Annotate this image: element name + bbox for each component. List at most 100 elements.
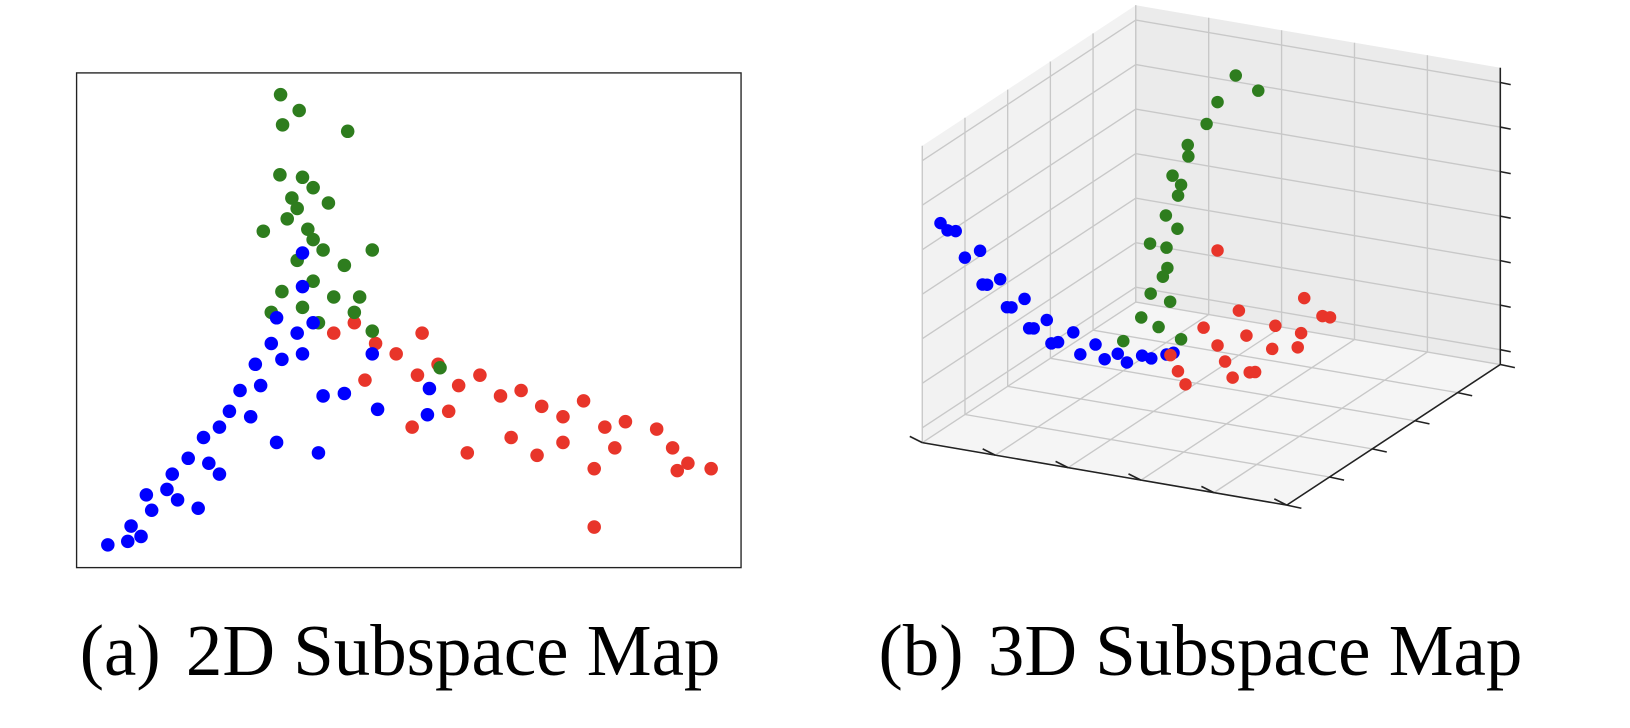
point: [1022, 322, 1036, 335]
point: [405, 420, 419, 434]
caption-title: 3D Subspace Map: [988, 610, 1522, 691]
point: [389, 347, 403, 361]
point: [1294, 326, 1308, 340]
point: [273, 87, 288, 102]
point: [618, 414, 633, 429]
tick-mark: [1329, 476, 1345, 481]
grid-line: [1140, 338, 1355, 481]
point: [1160, 241, 1173, 254]
point: [273, 168, 287, 182]
point: [1211, 95, 1224, 109]
grid-line: [994, 313, 1210, 456]
point: [1240, 329, 1253, 342]
point: [1098, 352, 1111, 366]
point: [170, 493, 185, 507]
point: [212, 467, 227, 481]
point: [326, 326, 341, 340]
point: [433, 360, 447, 375]
point: [295, 347, 310, 361]
point: [493, 389, 508, 403]
point: [420, 407, 435, 422]
point: [233, 383, 247, 398]
point: [301, 222, 315, 237]
point: [649, 422, 664, 436]
tick-mark: [1500, 259, 1511, 264]
point: [256, 224, 271, 238]
point: [212, 420, 227, 434]
point: [1174, 178, 1188, 192]
point: [275, 284, 289, 299]
grid-line: [1135, 152, 1501, 217]
point: [941, 224, 954, 237]
tick-mark: [1500, 81, 1511, 86]
point: [280, 212, 294, 226]
point: [1179, 378, 1192, 391]
point: [1218, 355, 1232, 368]
point: [306, 180, 320, 195]
caption-label: (b): [879, 610, 964, 691]
grid-line: [921, 153, 1137, 295]
point: [1297, 291, 1311, 305]
point: [1156, 270, 1170, 283]
point: [1144, 287, 1157, 300]
point: [1171, 189, 1185, 202]
point: [365, 243, 380, 257]
point: [191, 501, 205, 516]
tick-mark: [1500, 126, 1511, 130]
point: [441, 404, 456, 419]
grid-line: [921, 64, 1137, 206]
point: [1134, 311, 1148, 324]
point: [534, 399, 549, 414]
point: [326, 290, 341, 304]
point: [352, 290, 367, 304]
tick-mark: [1273, 498, 1288, 506]
point: [337, 258, 352, 273]
point: [1200, 117, 1213, 131]
point: [144, 503, 159, 517]
point: [139, 488, 154, 502]
point: [1120, 356, 1134, 369]
tick-mark: [1500, 348, 1511, 353]
point: [120, 534, 135, 549]
point: [1291, 341, 1304, 354]
point: [347, 315, 362, 330]
grid-line: [921, 242, 1137, 384]
point: [337, 386, 352, 401]
point: [292, 103, 306, 118]
point: [504, 430, 518, 445]
grid-line: [921, 197, 1137, 340]
grid-line: [921, 286, 1137, 429]
pane: [922, 302, 1501, 506]
point: [306, 274, 320, 288]
tick-mark: [1414, 419, 1430, 425]
point: [165, 467, 180, 481]
point: [248, 357, 263, 372]
point: [598, 420, 612, 434]
grid-line: [1135, 19, 1501, 84]
point: [290, 326, 304, 340]
point: [134, 529, 148, 544]
point: [181, 451, 195, 466]
point: [311, 446, 326, 460]
point: [1166, 169, 1179, 182]
point: [670, 463, 685, 478]
point: [530, 448, 544, 463]
point: [973, 244, 987, 258]
point: [576, 394, 591, 408]
point: [976, 278, 989, 291]
grid-line: [1213, 351, 1428, 494]
tick-mark: [1500, 363, 1516, 369]
point: [1089, 338, 1102, 351]
grid-line: [1067, 326, 1282, 469]
grid-line: [964, 413, 1330, 478]
point: [275, 118, 290, 132]
grid-line: [1135, 301, 1501, 366]
point: [1252, 84, 1265, 97]
grid-line: [921, 301, 1137, 444]
point: [1159, 209, 1173, 222]
point: [1074, 348, 1087, 361]
point: [1152, 320, 1165, 334]
point: [306, 315, 320, 330]
point: [1197, 321, 1210, 334]
